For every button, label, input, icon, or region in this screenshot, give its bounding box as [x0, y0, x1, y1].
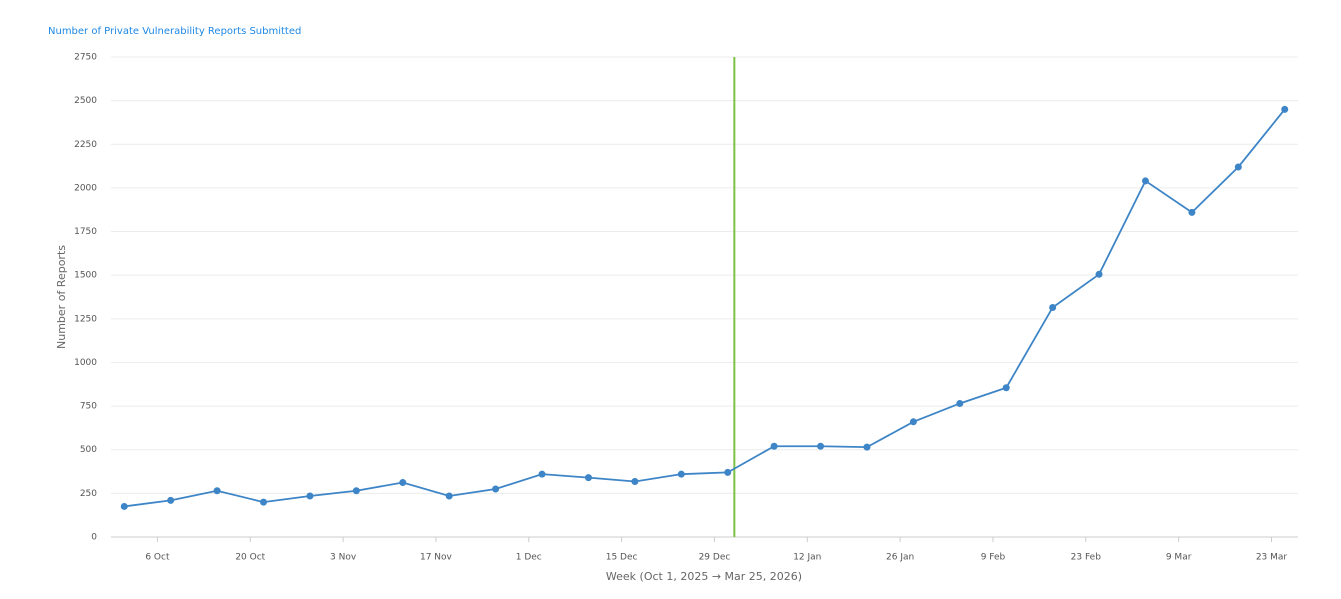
- point: [1281, 105, 1289, 113]
- point: [677, 470, 685, 478]
- y-tick-label: 2500: [74, 96, 97, 106]
- point: [1049, 303, 1057, 311]
- point: [724, 468, 732, 476]
- y-tick-label: 1250: [74, 314, 97, 324]
- point: [120, 502, 128, 510]
- y-tick-label: 1000: [74, 358, 97, 368]
- point: [1141, 177, 1149, 185]
- x-tick-label: 1 Dec: [516, 553, 542, 563]
- point: [260, 498, 268, 506]
- y-axis-label: Number of Reports: [55, 245, 68, 349]
- point: [1095, 270, 1103, 278]
- x-tick-label: 23 Mar: [1256, 553, 1288, 563]
- y-tick-label: 2250: [74, 140, 97, 150]
- point: [213, 487, 221, 495]
- point: [770, 442, 778, 450]
- x-tick-label: 12 Jan: [793, 553, 821, 563]
- point: [1002, 384, 1010, 392]
- x-tick-label: 17 Nov: [420, 553, 453, 563]
- point: [631, 477, 639, 485]
- x-tick-label: 29 Dec: [699, 553, 731, 563]
- point: [956, 399, 964, 407]
- point: [306, 492, 314, 500]
- y-tick-label: 250: [80, 489, 97, 499]
- y-tick-label: 2750: [74, 53, 97, 63]
- point: [538, 470, 546, 478]
- y-tick-label: 500: [80, 445, 97, 455]
- y-tick-label: 2000: [74, 183, 97, 193]
- x-tick-label: 6 Oct: [145, 553, 170, 563]
- chart-title: Number of Private Vulnerability Reports …: [48, 26, 301, 37]
- x-tick-label: 15 Dec: [606, 553, 638, 563]
- point: [167, 496, 175, 504]
- point: [445, 492, 453, 500]
- point: [492, 485, 500, 493]
- x-tick-label: 26 Jan: [886, 553, 914, 563]
- point: [1234, 163, 1242, 171]
- x-tick-label: 3 Nov: [330, 553, 357, 563]
- point: [584, 474, 592, 482]
- point: [399, 479, 407, 487]
- point: [1188, 208, 1196, 216]
- point: [909, 418, 917, 426]
- y-tick-label: 0: [91, 533, 97, 543]
- x-tick-label: 9 Feb: [981, 553, 1006, 563]
- line: [124, 108, 1286, 508]
- point: [817, 442, 825, 450]
- point: [863, 443, 871, 451]
- x-tick-label: 23 Feb: [1071, 553, 1102, 563]
- y-tick-label: 1750: [74, 227, 97, 237]
- y-tick-label: 750: [80, 402, 97, 412]
- x-tick-label: 20 Oct: [235, 553, 265, 563]
- x-axis-label: Week (Oct 1, 2025 → Mar 25, 2026): [606, 570, 802, 583]
- point: [352, 487, 360, 495]
- x-tick-label: 9 Mar: [1166, 553, 1192, 563]
- y-tick-label: 1500: [74, 271, 97, 281]
